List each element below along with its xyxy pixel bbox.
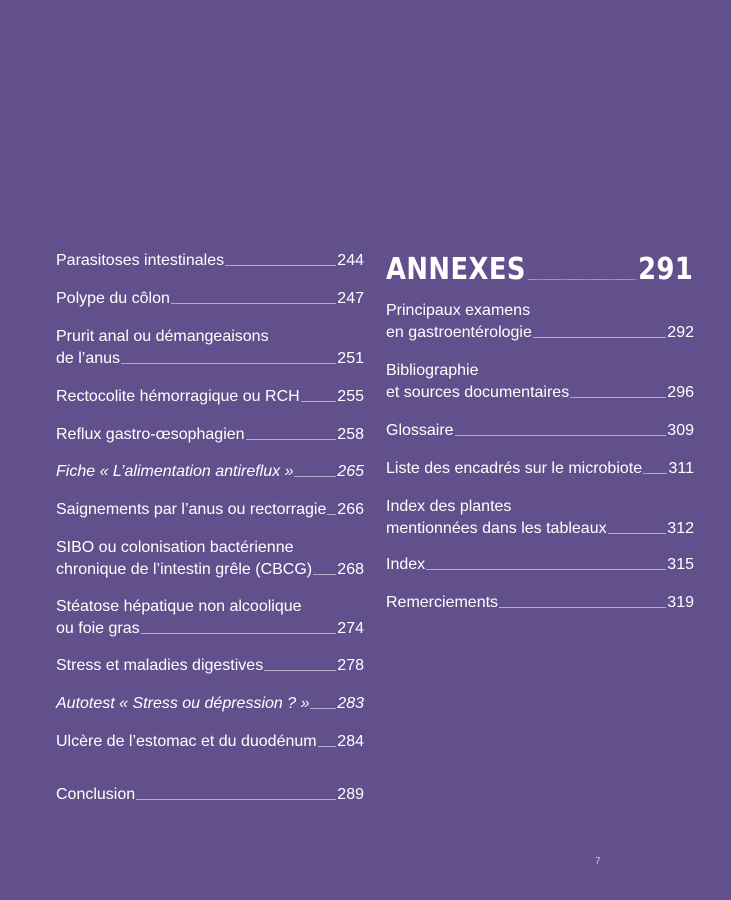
dot-leader [121,363,337,364]
toc-entry[interactable]: Stress et maladies digestives 278 [56,655,364,677]
dot-leader [570,397,667,398]
dot-leader [313,574,337,575]
toc-entry[interactable]: Remerciements 319 [386,592,694,614]
toc-entry[interactable]: Polype du côlon 247 [56,288,364,310]
entry-page-number: 315 [667,556,694,573]
entry-title-line: Remerciements [386,594,499,611]
dot-leader [136,799,337,800]
entry-page-number: 309 [667,422,694,439]
dot-leader [426,569,667,570]
entry-title-line: chronique de l’intestin grêle (CBCG) [56,561,313,578]
entry-title-line: Fiche « L’alimentation antireflux » [56,463,294,480]
dot-leader [327,514,337,515]
entry-title-line: SIBO ou colonisation bactérienne [56,539,294,556]
entry-page-number: 247 [337,290,364,307]
entry-title-line: Prurit anal ou démangeaisons [56,328,269,345]
entry-title-line: Autotest « Stress ou dépression ? » [56,695,310,712]
entry-page-number: 289 [337,786,364,803]
entry-title-line: en gastroentérologie [386,324,532,341]
dot-leader [527,279,637,280]
toc-entry[interactable]: Fiche « L’alimentation antireflux » 265 [56,461,364,483]
entry-page-number: 266 [337,501,364,518]
entry-title-line: Principaux examens [386,302,531,319]
dot-leader [532,337,667,338]
toc-entry[interactable]: Saignements par l’anus ou rectorragie 266 [56,499,364,521]
toc-entry[interactable]: Autotest « Stress ou dépression ? » 283 [56,693,364,715]
annexes-title: ANNEXES [386,252,526,287]
entry-title-line: Ulcère de l’estomac et du duodénum [56,733,317,750]
toc-entry[interactable]: Liste des encadrés sur le microbiote 311 [386,458,694,480]
entry-title-line: Saignements par l’anus ou rectorragie [56,501,327,518]
entry-page-number: 283 [337,695,364,712]
entry-page-number: 268 [337,561,364,578]
toc-entry[interactable]: Bibliographie et sources documentaires 296 [386,360,694,404]
entry-title-line: Conclusion [56,786,136,803]
dot-leader [225,265,337,266]
entry-title-line: Glossaire [386,422,454,439]
toc-entry[interactable]: Reflux gastro-œsophagien 258 [56,424,364,446]
annexes-heading[interactable]: ANNEXES 291 [386,252,693,288]
dot-leader [300,401,337,402]
dot-leader [499,607,667,608]
toc-entry[interactable]: Conclusion 289 [56,784,364,806]
entry-title-line: Index des plantes [386,498,512,515]
entry-title-line: Rectocolite hémorragique ou RCH [56,388,300,405]
dot-leader [643,473,668,474]
toc-entry[interactable]: Rectocolite hémorragique ou RCH 255 [56,386,364,408]
entry-title-line: Parasitoses intestinales [56,252,225,269]
entry-title-line: Stéatose hépatique non alcoolique [56,598,302,615]
toc-entry[interactable]: Ulcère de l’estomac et du duodénum 284 [56,731,364,753]
entry-page-number: 258 [337,426,364,443]
entry-title-line: Index [386,556,426,573]
dot-leader [294,476,337,477]
entry-title-line: et sources documentaires [386,384,570,401]
entry-page-number: 244 [337,252,364,269]
entry-page-number: 284 [337,733,364,750]
entry-page-number: 255 [337,388,364,405]
entry-page-number: 292 [667,324,694,341]
entry-title-line: Stress et maladies digestives [56,657,264,674]
entry-page-number: 251 [337,350,364,367]
entry-title-line: Liste des encadrés sur le microbiote [386,460,643,477]
entry-page-number: 319 [667,594,694,611]
dot-leader [454,435,667,436]
entry-title-line: Bibliographie [386,362,479,379]
toc-entry[interactable]: Index des plantes mentionnées dans les ta… [386,496,694,540]
page-folio: 7 [595,856,601,867]
dot-leader [140,633,337,634]
toc-entry[interactable]: Glossaire 309 [386,420,694,442]
dot-leader [317,746,337,747]
dot-leader [170,303,337,304]
entry-title-line: ou foie gras [56,620,140,637]
entry-title-line: Polype du côlon [56,290,170,307]
toc-entry[interactable]: Index 315 [386,554,694,576]
toc-entry[interactable]: Stéatose hépatique non alcoolique ou foie… [56,596,364,640]
toc-entry[interactable]: Prurit anal ou démangeaisons de l’anus 251 [56,326,364,370]
annexes-page: 291 [638,252,694,287]
entry-page-number: 296 [667,384,694,401]
entry-page-number: 265 [337,463,364,480]
entry-page-number: 312 [667,520,694,537]
toc-entry[interactable]: Parasitoses intestinales 244 [56,250,364,272]
toc-entry[interactable]: SIBO ou colonisation bactérienne chroniqu… [56,537,364,581]
dot-leader [310,708,337,709]
entry-title-line: Reflux gastro-œsophagien [56,426,245,443]
entry-page-number: 278 [337,657,364,674]
dot-leader [245,439,337,440]
entry-title-line: de l’anus [56,350,121,367]
entry-page-number: 274 [337,620,364,637]
entry-page-number: 311 [668,460,694,477]
toc-entry[interactable]: Principaux examens en gastroentérologie 29… [386,300,694,344]
dot-leader [264,670,337,671]
entry-title-line: mentionnées dans les tableaux [386,520,607,537]
dot-leader [607,533,667,534]
